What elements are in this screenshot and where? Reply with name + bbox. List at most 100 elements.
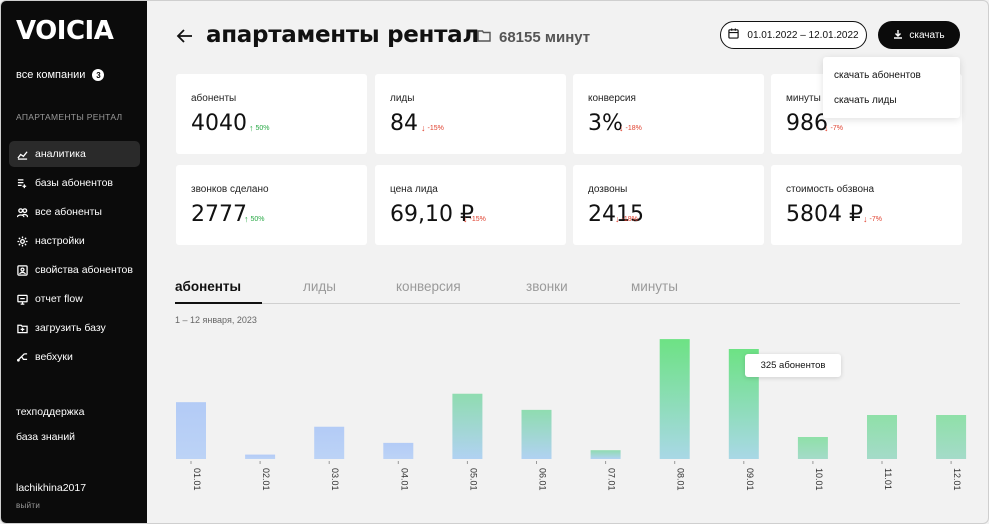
arrow-down-icon: ↓ (463, 214, 468, 224)
support-link[interactable]: техподдержка (16, 406, 85, 418)
metric-value: 986 (786, 111, 828, 136)
metric-card: конверсия 3% ↓ -18% (573, 74, 764, 154)
chart-bar[interactable] (797, 437, 828, 459)
metric-change-value: -18% (621, 215, 638, 223)
arrow-up-icon: ↑ (249, 123, 254, 133)
folder-plus-icon (17, 323, 28, 334)
chart-bar[interactable] (176, 402, 206, 459)
sidebar-item-label: базы абонентов (35, 177, 114, 189)
metric-change-value: 50% (255, 124, 270, 132)
metric-card: абоненты 4040 ↑ 50% (176, 74, 367, 154)
chart-bar[interactable] (659, 339, 690, 459)
sidebar-item-label: все абоненты (35, 206, 102, 218)
arrow-down-icon: ↓ (619, 123, 624, 133)
chart-tooltip: 325 абонентов (745, 354, 841, 377)
sidebar-item-label: отчет flow (35, 293, 83, 305)
sidebar-item-label: аналитика (35, 148, 86, 160)
x-axis-tick-label: 05.01 (468, 468, 478, 491)
sidebar: VOICIA все компании 3 АПАРТАМЕНТЫ РЕНТАЛ… (1, 1, 147, 523)
download-subscribers-option[interactable]: скачать абонентов (834, 70, 921, 81)
metric-change: ↓ -15% (463, 214, 486, 224)
date-range-label: 01.01.2022 – 12.01.2022 (747, 29, 859, 41)
download-leads-option[interactable]: скачать лиды (834, 95, 897, 106)
download-label: скачать (909, 29, 945, 41)
metric-change-value: 50% (250, 215, 265, 223)
section-label: АПАРТАМЕНТЫ РЕНТАЛ (16, 112, 123, 122)
minutes-balance: 68155 минут (477, 29, 590, 46)
tab-minutes[interactable]: минуты (631, 279, 678, 294)
metric-value: 84 (390, 111, 418, 136)
chart-bar[interactable] (245, 454, 276, 459)
sidebar-item-subscriber-properties[interactable]: свойства абонентов (9, 257, 140, 283)
back-arrow-icon[interactable] (175, 26, 195, 46)
arrow-down-icon: ↓ (824, 123, 829, 133)
sidebar-item-analytics[interactable]: аналитика (9, 141, 140, 167)
chart-bar[interactable] (383, 442, 414, 459)
metric-value: 69,10 ₽ (390, 202, 474, 227)
metric-change-value: -15% (427, 124, 444, 132)
list-icon (17, 178, 28, 189)
webhook-icon (17, 352, 28, 363)
sidebar-item-flow-report[interactable]: отчет flow (9, 286, 140, 312)
sidebar-item-label: вебхуки (35, 351, 73, 363)
x-axis-tick-label: 11.01 (883, 468, 893, 490)
metric-card: дозвоны 2415 ↓ -18% (573, 165, 764, 245)
sidebar-item-all-subscribers[interactable]: все абоненты (9, 199, 140, 225)
id-card-icon (17, 264, 28, 276)
metric-change-value: -18% (625, 124, 642, 132)
chart-bar[interactable] (936, 415, 967, 459)
sidebar-item-upload-base[interactable]: загрузить базу (9, 315, 140, 341)
chart-tabs: абоненты лиды конверсия звонки минуты (175, 279, 960, 304)
chart-bar[interactable] (521, 409, 552, 459)
date-range-caption: 1 – 12 января, 2023 (175, 315, 257, 325)
x-axis-tick-label: 03.01 (330, 468, 340, 491)
x-axis-tick-label: 02.01 (261, 468, 271, 491)
chart-bar[interactable] (314, 426, 345, 459)
x-axis-tick-label: 10.01 (814, 468, 824, 491)
metric-card: звонков сделано 2777 ↑ 50% (176, 165, 367, 245)
metric-label: звонков сделано (191, 184, 269, 195)
x-axis-tick-label: 08.01 (676, 468, 686, 491)
metric-label: абоненты (191, 93, 237, 104)
metric-label: лиды (390, 93, 415, 104)
chart-bar[interactable] (452, 393, 483, 459)
all-companies-link[interactable]: все компании 3 (16, 69, 105, 81)
metric-label: цена лида (390, 184, 438, 195)
users-icon (17, 207, 28, 218)
metric-change-value: -7% (869, 215, 882, 223)
sidebar-item-label: загрузить базу (35, 322, 106, 334)
arrow-down-icon: ↓ (863, 214, 868, 224)
metric-change-value: -7% (830, 124, 843, 132)
tab-leads[interactable]: лиды (303, 279, 336, 294)
metric-change: ↑ 50% (249, 123, 270, 133)
arrow-down-icon: ↓ (421, 123, 426, 133)
tab-conversion[interactable]: конверсия (396, 279, 461, 294)
all-companies-label: все компании (16, 69, 86, 81)
sidebar-nav: аналитика базы абонентов все абоненты на… (9, 141, 140, 373)
metric-value: 4040 (191, 111, 247, 136)
date-range-picker[interactable]: 01.01.2022 – 12.01.2022 (720, 21, 867, 49)
knowledge-base-link[interactable]: база знаний (16, 431, 76, 443)
logo: VOICIA (16, 16, 114, 46)
chart-line-icon (17, 149, 28, 160)
logout-link[interactable]: выйти (16, 501, 41, 510)
metric-change: ↓ -7% (863, 214, 882, 224)
sidebar-item-settings[interactable]: настройки (9, 228, 140, 254)
x-axis-tick-label: 09.01 (745, 468, 755, 491)
sidebar-item-webhooks[interactable]: вебхуки (9, 344, 140, 370)
chart-bar[interactable] (867, 415, 897, 459)
download-dropdown: скачать абонентов скачать лиды (823, 57, 960, 118)
x-axis-tick-label: 07.01 (607, 468, 617, 491)
download-button[interactable]: скачать (878, 21, 960, 49)
metric-card: стоимость обзвона 5804 ₽ ↓ -7% (771, 165, 962, 245)
x-axis-tick-label: 01.01 (192, 468, 202, 491)
sidebar-item-subscriber-bases[interactable]: базы абонентов (9, 170, 140, 196)
tab-calls[interactable]: звонки (526, 279, 568, 294)
tab-subscribers[interactable]: абоненты (175, 279, 262, 304)
chart-bar[interactable] (590, 450, 621, 459)
minutes-value: 68155 минут (499, 29, 591, 46)
metric-label: дозвоны (588, 184, 628, 195)
sidebar-item-label: настройки (35, 235, 85, 247)
metric-value: 2777 (191, 202, 247, 227)
sidebar-item-label: свойства абонентов (35, 264, 133, 276)
